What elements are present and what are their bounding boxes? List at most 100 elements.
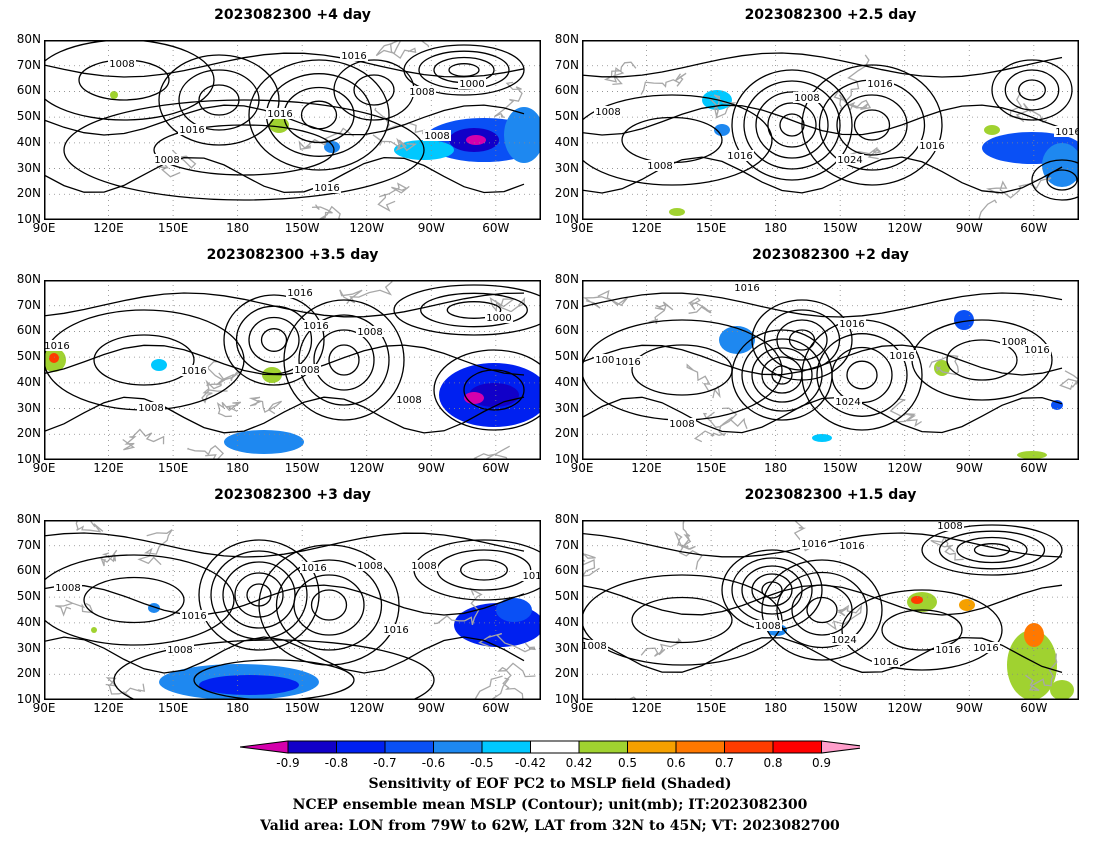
- contour-label: 1008: [55, 583, 80, 594]
- coastline: [582, 551, 600, 577]
- lon-tick-label: 60W: [1020, 701, 1048, 715]
- lon-tick-label: 60W: [482, 461, 510, 475]
- lat-tick-label: 80N: [554, 512, 579, 526]
- isobar-contour: [393, 284, 541, 336]
- map-canvas: 1008101610161008100810241016101610161008: [582, 520, 1079, 700]
- lat-tick-label: 30N: [554, 160, 579, 175]
- isobar-contour: [836, 94, 908, 156]
- panel-title: 2023082300 +3.5 day: [206, 247, 379, 263]
- contour-label-bg: [166, 644, 194, 655]
- contour-label-bg: [726, 150, 754, 161]
- colorbar-tick-label: 0.6: [666, 756, 685, 770]
- sensitivity-shade: [199, 675, 299, 695]
- coastline: [1009, 92, 1048, 124]
- map-canvas: 1008 1016 1000 1008 1016 1008 1016 1008 1016: [44, 40, 541, 220]
- contour-label: 1000: [486, 313, 511, 324]
- isobar-contour: [1031, 159, 1079, 201]
- mslp-map: 1008101610161008100810241016101610161008: [582, 520, 1079, 700]
- isobar-contour: [731, 69, 853, 181]
- contour-label: 1016: [181, 366, 206, 377]
- coastline: [201, 379, 228, 404]
- lon-tick-label: 60W: [1020, 461, 1048, 475]
- contour-label-bg: [838, 318, 866, 329]
- colorbar-segment: [821, 740, 870, 754]
- colorbar-tick-label: -0.6: [422, 756, 445, 770]
- contour-label-bg: [594, 354, 622, 365]
- contour-label: 1008: [424, 131, 449, 142]
- colorbar-tick-label: 0.5: [618, 756, 637, 770]
- isobar-contour: [938, 530, 1046, 570]
- isobar-contour: [222, 561, 296, 629]
- isobar-contour: [248, 59, 390, 171]
- colorbar-segment: [481, 740, 531, 754]
- lon-tick-label: 120W: [887, 701, 923, 715]
- coastline: [105, 677, 146, 698]
- lon-tick-label: 180: [226, 701, 250, 715]
- contour-label-bg: [518, 570, 541, 581]
- lat-tick-label: 10N: [554, 692, 579, 706]
- sensitivity-shade: [49, 353, 59, 363]
- isobar-contour: [260, 328, 288, 352]
- lon-tick-label: 150W: [822, 461, 858, 475]
- map-frame: [582, 520, 1079, 700]
- contour-label-bg: [266, 108, 294, 119]
- contour-label: 1016: [287, 288, 312, 299]
- contour-label-bg: [800, 538, 828, 549]
- contour-label: 1008: [294, 365, 319, 376]
- isobar-contour: [63, 99, 425, 201]
- lat-tick-label: 60N: [554, 563, 579, 578]
- sensitivity-shade: [504, 107, 541, 163]
- contour-label: 1008: [1001, 337, 1026, 348]
- lat-tick-label: 30N: [16, 400, 41, 415]
- colorbar-segment: [239, 740, 289, 754]
- isobar-contour: [731, 557, 813, 623]
- isobar-contour: [743, 80, 841, 170]
- contour-label: 1016: [314, 183, 339, 194]
- isobar-contour: [801, 64, 943, 186]
- coastline: [603, 61, 637, 86]
- lon-tick-label: 120E: [93, 221, 124, 235]
- lon-tick-label: 150E: [695, 221, 727, 235]
- colorbar-tick-label: 0.42: [566, 756, 593, 770]
- isobar-contour: [582, 156, 1063, 194]
- isobar-contour: [881, 609, 963, 651]
- contour-label: 1008: [167, 645, 192, 656]
- coastline: [377, 182, 410, 213]
- lat-tick-label: 10N: [16, 692, 41, 706]
- isobar-contour: [436, 549, 532, 591]
- isobar-contour: [741, 338, 823, 412]
- contour-label-bg: [356, 326, 384, 337]
- coastline: [339, 281, 393, 305]
- isobar-contour: [44, 344, 525, 376]
- coastline: [640, 72, 687, 95]
- lat-tick-label: 40N: [16, 374, 41, 389]
- map-frame: [582, 280, 1079, 460]
- contour-label: 1008: [582, 641, 607, 652]
- contour-label-bg: [44, 340, 71, 351]
- isobar-contour: [801, 319, 923, 431]
- isobar-contour: [631, 596, 733, 644]
- contour-label: 1008: [396, 395, 421, 406]
- contour-label: 1016: [734, 283, 759, 294]
- contour-label: 1016: [973, 643, 998, 654]
- contour-label-bg: [836, 154, 864, 165]
- isobar-contour: [234, 572, 284, 618]
- coastline: [311, 204, 346, 220]
- lat-tick-label: 70N: [16, 537, 41, 552]
- lat-tick-label: 40N: [16, 614, 41, 629]
- lat-tick-label: 40N: [554, 374, 579, 389]
- contour-label: 1016: [301, 563, 326, 574]
- contour-label-bg: [830, 634, 858, 645]
- coastline: [693, 407, 738, 443]
- coastline: [846, 146, 882, 161]
- lon-tick-label: 60W: [482, 221, 510, 235]
- coastline: [825, 604, 863, 631]
- contour-label-bg: [382, 624, 410, 635]
- contour-label: 1024: [837, 155, 862, 166]
- contour-label: 1008: [595, 355, 620, 366]
- contour-label: 1016: [179, 125, 204, 136]
- colorbar-tick-label: -0.5: [470, 756, 493, 770]
- lat-tick-label: 10N: [554, 212, 579, 226]
- isobar-contour: [198, 539, 320, 651]
- lon-tick-label: 90W: [955, 461, 983, 475]
